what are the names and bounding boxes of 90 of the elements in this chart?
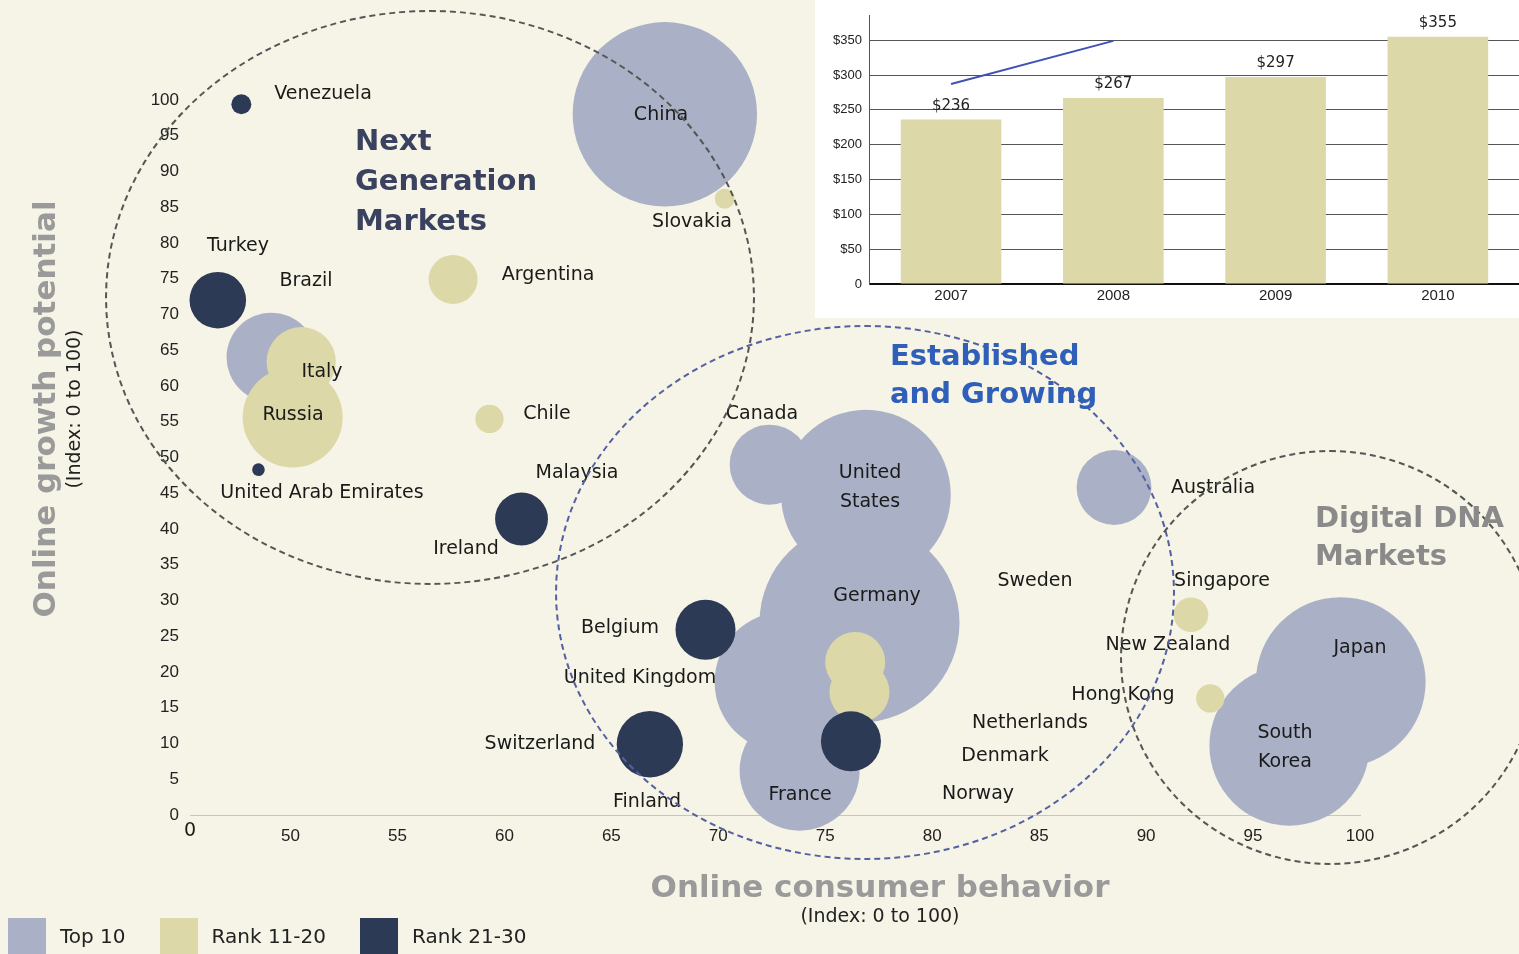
y-tick-label: $300 bbox=[833, 66, 862, 82]
data-label: $355 bbox=[1418, 13, 1457, 32]
annotation: South Korea bbox=[1257, 720, 1313, 772]
y-tick-label: 85 bbox=[160, 196, 179, 216]
annotation: Australia bbox=[1170, 474, 1256, 497]
annotation: Digital DNA Markets bbox=[1315, 499, 1504, 574]
annotation: Netherlands bbox=[972, 709, 1088, 732]
y-tick-label: 50 bbox=[160, 447, 179, 467]
x-tick-label: 55 bbox=[388, 825, 407, 845]
annotation: Norway bbox=[941, 780, 1015, 803]
x-tick-label: 100 bbox=[1345, 825, 1375, 845]
annotation: Ireland bbox=[433, 535, 499, 558]
y-tick-label: 95 bbox=[160, 125, 179, 145]
annotation: Next Generation Markets bbox=[355, 122, 538, 239]
y-tick-label: 0 bbox=[169, 804, 179, 824]
x-tick-label: 75 bbox=[815, 825, 835, 845]
y-tick-label: 45 bbox=[160, 482, 179, 502]
annotation: Japan bbox=[1332, 634, 1387, 657]
annotation: France bbox=[768, 781, 832, 804]
x-tick-label: 60 bbox=[494, 825, 514, 845]
annotation: Slovakia bbox=[652, 208, 732, 231]
data-label: $297 bbox=[1256, 53, 1295, 72]
y-tick-label: 60 bbox=[160, 375, 179, 395]
y-tick-label: 30 bbox=[160, 590, 179, 610]
annotation: Germany bbox=[833, 582, 921, 605]
x-tick-label: 2007 bbox=[934, 286, 968, 304]
text: 0 bbox=[183, 817, 197, 840]
y-tick-label: 80 bbox=[160, 232, 179, 252]
y-tick-label: 20 bbox=[160, 661, 179, 681]
annotation: Chile bbox=[523, 400, 571, 423]
y-tick-label: 65 bbox=[160, 339, 179, 359]
y-tick-label: 10 bbox=[160, 733, 179, 753]
y-tick-label: 35 bbox=[160, 554, 179, 574]
y-tick-label: 25 bbox=[160, 625, 179, 645]
y-tick-label: 100 bbox=[150, 89, 179, 109]
legend-label: Top 10 bbox=[60, 924, 126, 948]
bar bbox=[1225, 77, 1326, 284]
annotation: China bbox=[633, 101, 689, 124]
annotation: United Arab Emirates bbox=[220, 479, 424, 502]
y-tick-label: $200 bbox=[833, 136, 862, 152]
annotation: Malaysia bbox=[535, 459, 619, 482]
y-tick-label: 70 bbox=[160, 304, 179, 324]
annotation: New Zealand bbox=[1105, 631, 1231, 654]
y-tick-label: $350 bbox=[833, 31, 862, 47]
annotation: Switzerland bbox=[484, 730, 596, 753]
y-tick-label: 75 bbox=[160, 268, 179, 288]
annotation: Argentina bbox=[501, 261, 595, 284]
x-tick-label: 2009 bbox=[1258, 286, 1293, 304]
x-tick-label: 65 bbox=[601, 825, 621, 845]
y-tick-label: $100 bbox=[833, 205, 862, 221]
bar bbox=[1387, 36, 1489, 284]
annotation: Italy bbox=[301, 358, 343, 381]
y-tick-label: 15 bbox=[160, 697, 179, 717]
annotation: Belgium bbox=[581, 614, 659, 637]
annotation: United States bbox=[838, 460, 902, 512]
y-tick-label: $150 bbox=[833, 171, 862, 187]
annotation: Canada bbox=[725, 400, 799, 423]
y-tick-label: 55 bbox=[160, 411, 179, 431]
annotation: Venezuela bbox=[274, 80, 372, 103]
bar bbox=[1063, 98, 1164, 284]
annotation: Russia bbox=[262, 401, 324, 424]
annotation: Established and Growing bbox=[890, 337, 1098, 412]
x-axis-title: Online consumer behavior (Index: 0 to 100) bbox=[649, 868, 1111, 926]
annotation: United Kingdom bbox=[563, 664, 717, 687]
x-tick-label: 50 bbox=[281, 825, 300, 845]
y-tick-label: 5 bbox=[169, 768, 179, 788]
annotation: Turkey bbox=[206, 232, 269, 255]
y-axis-title: Online growth potential (Index: 0 to 100) bbox=[26, 199, 84, 620]
x-tick-label: 70 bbox=[708, 825, 728, 845]
legend-label: Rank 21-30 bbox=[412, 924, 527, 948]
legend-label: Rank 11-20 bbox=[211, 924, 327, 948]
annotation: Denmark bbox=[961, 742, 1049, 765]
annotation: Finland bbox=[613, 788, 681, 811]
x-tick-label: 95 bbox=[1243, 825, 1263, 845]
x-tick-label: 2008 bbox=[1096, 286, 1131, 304]
x-tick-label: 80 bbox=[922, 825, 942, 845]
y-tick-label: 0 bbox=[854, 275, 862, 291]
annotation: Sweden bbox=[997, 567, 1073, 590]
annotation: Singapore bbox=[1174, 567, 1270, 590]
annotation: Brazil bbox=[279, 267, 333, 290]
x-tick-label: 90 bbox=[1136, 825, 1156, 845]
x-tick-label: 85 bbox=[1029, 825, 1049, 845]
data-label: $267 bbox=[1094, 74, 1133, 93]
bar bbox=[900, 119, 1002, 284]
annotation: Hong Kong bbox=[1071, 681, 1175, 704]
y-tick-label: 90 bbox=[160, 161, 179, 181]
y-tick-label: $50 bbox=[840, 240, 862, 256]
y-tick-label: 40 bbox=[160, 518, 179, 538]
y-tick-label: $250 bbox=[833, 101, 862, 117]
x-tick-label: 2010 bbox=[1421, 286, 1455, 304]
